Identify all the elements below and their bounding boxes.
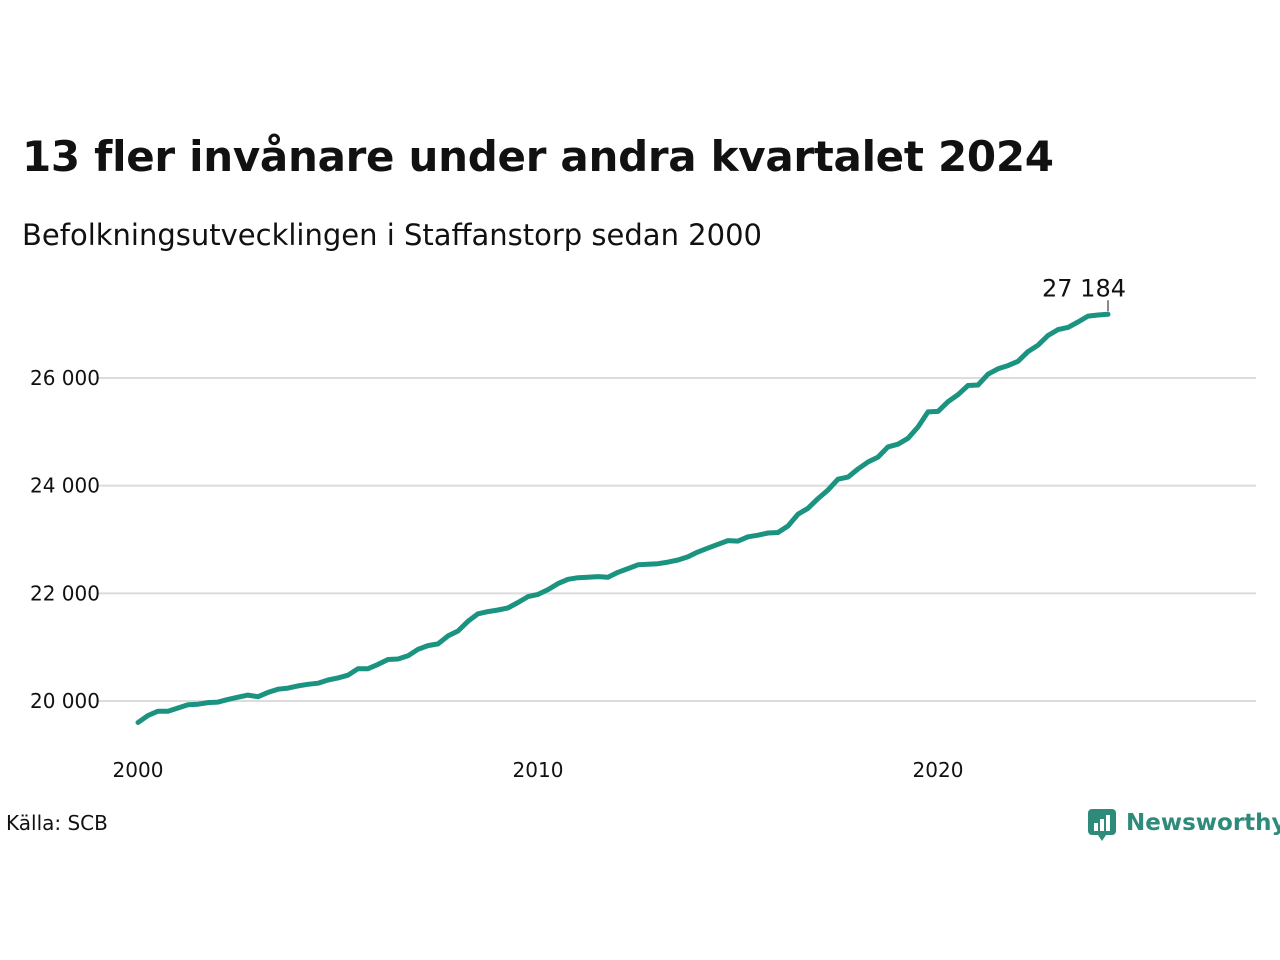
- grid-layer: [98, 377, 1256, 702]
- end-value-label: 27 184: [1042, 274, 1126, 302]
- population-series-line: [135, 311, 1111, 725]
- population-line-chart: 20 000 22 000 24 000 26 000 2000 2010 2020 27…: [30, 274, 1256, 782]
- source-note: Källa: SCB: [6, 811, 108, 835]
- x-axis: 2000 2010 2020: [113, 758, 964, 782]
- x-tick-label: 2000: [113, 758, 164, 782]
- chart-title: 13 fler invånare under andra kvartalet 2…: [22, 132, 1054, 181]
- x-tick-label: 2020: [913, 758, 964, 782]
- y-tick-label: 20 000: [30, 689, 100, 713]
- brand-name: Newsworthy: [1126, 810, 1280, 836]
- y-axis: 20 000 22 000 24 000 26 000: [30, 366, 100, 713]
- brand-logo: Newsworthy: [1088, 804, 1280, 842]
- chart-subtitle: Befolkningsutvecklingen i Staffanstorp s…: [22, 218, 762, 252]
- x-tick-label: 2010: [513, 758, 564, 782]
- y-tick-label: 24 000: [30, 474, 100, 498]
- y-tick-label: 22 000: [30, 581, 100, 605]
- newsworthy-chart-logo-icon: [1088, 809, 1116, 841]
- y-tick-label: 26 000: [30, 366, 100, 390]
